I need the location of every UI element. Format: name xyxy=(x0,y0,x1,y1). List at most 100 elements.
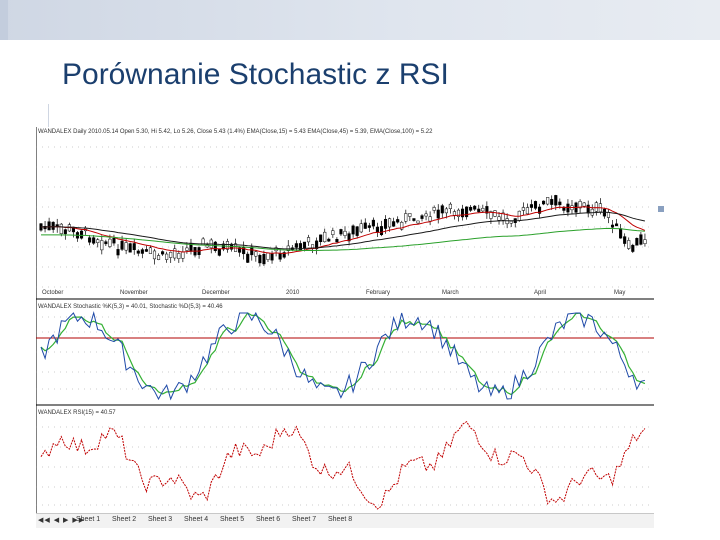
candle-body xyxy=(542,200,546,205)
candle-body xyxy=(96,239,100,244)
candle-body xyxy=(355,226,359,236)
candle-body xyxy=(416,220,420,224)
candle-body xyxy=(250,246,254,256)
candle-body xyxy=(173,248,177,259)
candle-body xyxy=(347,233,351,242)
candle-body xyxy=(396,219,400,223)
candle-body xyxy=(351,225,355,235)
slide-title: Porównanie Stochastic z RSI xyxy=(62,58,449,91)
candle-body xyxy=(375,226,379,233)
stochastic-d-line xyxy=(40,312,646,396)
candle-body xyxy=(262,253,266,265)
candle-body xyxy=(493,210,497,217)
candle-body xyxy=(108,238,112,247)
candle-body xyxy=(148,247,152,254)
candle-body xyxy=(144,249,148,252)
sheet-tab[interactable]: Sheet 3 xyxy=(148,516,173,523)
candle-body xyxy=(213,241,217,251)
candle-body xyxy=(566,203,570,213)
candle-body xyxy=(469,206,473,211)
candle-body xyxy=(92,237,96,244)
candle-body xyxy=(169,251,173,258)
month-label: October xyxy=(42,290,63,296)
candle-body xyxy=(448,203,452,209)
candle-body xyxy=(246,253,250,263)
candle-body xyxy=(63,229,67,235)
candle-body xyxy=(643,239,647,244)
candle-body xyxy=(635,238,639,246)
ema-short-line xyxy=(40,206,646,255)
candle-body xyxy=(550,199,554,205)
candle-body xyxy=(473,205,477,210)
ema-long-line xyxy=(41,227,645,252)
candle-body xyxy=(538,206,542,214)
candle-body xyxy=(116,249,120,256)
sheet-tab[interactable]: Sheet 8 xyxy=(328,516,353,523)
candle-body xyxy=(282,252,286,258)
rsi-line xyxy=(40,421,646,510)
candle-body xyxy=(136,250,140,254)
candle-body xyxy=(315,240,319,250)
sheet-tab[interactable]: Sheet 7 xyxy=(292,516,317,523)
candle-body xyxy=(554,195,558,206)
candle-body xyxy=(343,230,347,236)
candle-body xyxy=(132,243,136,251)
rsi-header: WANDALEX RSI(15) = 40.57 xyxy=(38,410,116,416)
candle-body xyxy=(51,221,55,230)
candle-body xyxy=(258,255,262,264)
sheet-nav-arrows[interactable]: ◀◀ ◀ ▶ ▶▶ xyxy=(38,517,86,524)
candle-body xyxy=(79,230,84,239)
candle-body xyxy=(302,241,307,248)
candle-body xyxy=(335,239,339,243)
candle-body xyxy=(47,221,51,231)
chart-canvas: WANDALEX Daily 2010.05.14 Open 5.30, Hi … xyxy=(36,127,654,513)
candle-body xyxy=(323,231,327,243)
candle-body xyxy=(177,253,181,259)
candle-body xyxy=(298,243,302,251)
stochastic-header: WANDALEX Stochastic %K(5,3) = 40.01, Sto… xyxy=(38,304,223,310)
candle-body xyxy=(501,212,505,221)
candle-body xyxy=(367,225,371,228)
sheet-tab-bar: ◀◀ ◀ ▶ ▶▶ Sheet 1 Sheet 2 Sheet 3 Sheet … xyxy=(36,513,654,528)
candle-body xyxy=(400,222,404,230)
dotted-grid xyxy=(36,146,654,506)
candle-body xyxy=(165,253,169,260)
month-label: February xyxy=(366,290,390,296)
sheet-tab[interactable]: Sheet 5 xyxy=(220,516,245,523)
candle-body xyxy=(485,206,489,214)
candle-body xyxy=(460,208,465,218)
candle-body xyxy=(270,253,274,261)
candle-body xyxy=(185,247,189,251)
candle-body xyxy=(181,251,185,259)
candle-body xyxy=(578,201,582,209)
candle-body xyxy=(452,211,456,216)
candle-body xyxy=(100,240,104,251)
slide-header-accent xyxy=(0,0,8,40)
candle-body xyxy=(444,208,448,214)
candle-body xyxy=(586,204,590,214)
month-label: December xyxy=(202,290,230,296)
candle-body xyxy=(481,207,485,212)
sheet-tab[interactable]: Sheet 6 xyxy=(256,516,281,523)
candle-body xyxy=(225,241,230,250)
candle-body xyxy=(489,211,493,219)
sheet-tab[interactable]: Sheet 2 xyxy=(112,516,137,523)
candle-body xyxy=(371,219,375,227)
ema-mid-line xyxy=(41,211,646,250)
candle-body xyxy=(238,247,242,253)
candle-body xyxy=(477,208,481,213)
chart-screenshot: WANDALEX Daily 2010.05.14 Open 5.30, Hi … xyxy=(36,127,654,527)
price-panel xyxy=(36,127,654,299)
candle-body xyxy=(120,240,124,250)
candle-body xyxy=(152,250,157,260)
sheet-tab[interactable]: Sheet 4 xyxy=(184,516,209,523)
sheet-tab[interactable]: Sheet 1 xyxy=(76,516,101,523)
candle-body xyxy=(124,242,128,251)
candle-body xyxy=(408,213,412,217)
candle-body xyxy=(623,236,627,244)
candle-body xyxy=(412,218,416,221)
month-label: May xyxy=(614,290,625,296)
slide-header-bar xyxy=(0,0,720,40)
candle-body xyxy=(392,221,396,227)
candle-body xyxy=(327,238,331,242)
